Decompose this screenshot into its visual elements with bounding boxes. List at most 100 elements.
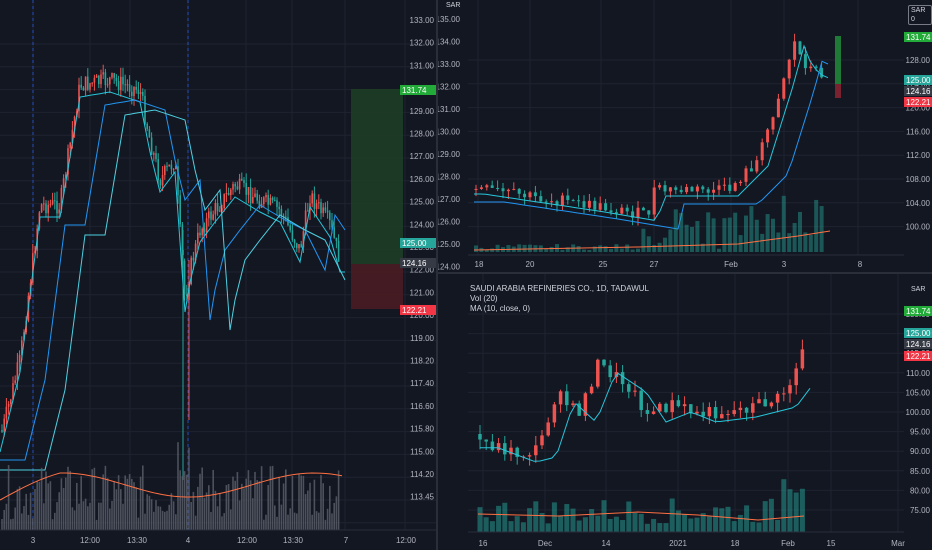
symbol-title[interactable]: SAUDI ARABIA REFINERIES CO., 1D, TADAWUL bbox=[470, 284, 650, 293]
candle bbox=[84, 76, 87, 91]
price-axis-label: 131.00 bbox=[410, 61, 435, 70]
candle bbox=[181, 224, 184, 261]
candle bbox=[528, 192, 532, 198]
candle bbox=[40, 204, 43, 213]
volume-bar bbox=[289, 508, 291, 530]
volume-bar bbox=[216, 506, 219, 530]
candle bbox=[100, 74, 102, 85]
price-axis-label: 108.00 bbox=[906, 175, 931, 184]
candle bbox=[329, 212, 331, 221]
chart-pane-intraday[interactable]: 3 12:00 13:30 4 12:00 13:30 7 12:00 133.00 132.00… bbox=[0, 0, 436, 550]
volume-bar bbox=[477, 507, 483, 532]
volume-bar bbox=[199, 473, 201, 530]
volume-bar bbox=[663, 237, 667, 252]
price-axis-label: 100.00 bbox=[906, 408, 931, 417]
volume-bar bbox=[267, 484, 269, 530]
candle bbox=[3, 418, 5, 432]
candle bbox=[577, 403, 581, 416]
candle bbox=[614, 212, 618, 214]
chart-pane-bottom-right[interactable]: 130.00120.00115.00110.00105.00100.0095.0… bbox=[438, 274, 932, 550]
volume-bar bbox=[587, 249, 592, 252]
volume-bar bbox=[60, 478, 63, 530]
currency-button[interactable]: SAR 0 bbox=[908, 5, 932, 25]
pane-splitter-vertical[interactable] bbox=[436, 0, 438, 550]
candle bbox=[695, 186, 699, 192]
volume-bar bbox=[135, 487, 137, 530]
candle bbox=[598, 203, 602, 210]
chart-pane-top-right[interactable]: 135.00 134.00 133.00 132.00 131.00 130.00 129.… bbox=[438, 0, 932, 272]
price-axis-label: 114.20 bbox=[410, 470, 434, 479]
intraday-chart[interactable]: 3 12:00 13:30 4 12:00 13:30 7 12:00 133.00 132.00… bbox=[0, 0, 436, 550]
candle bbox=[787, 59, 791, 79]
price-axis-label: 127.00 bbox=[438, 195, 461, 204]
candle bbox=[304, 210, 307, 232]
position-stop-zone bbox=[351, 264, 403, 309]
price-axis-label: 125.00 bbox=[410, 198, 435, 207]
volume-bar bbox=[276, 516, 278, 530]
candle bbox=[117, 81, 120, 91]
volume-bar bbox=[249, 480, 252, 530]
volume-bar bbox=[133, 482, 135, 530]
volume-bar bbox=[744, 215, 748, 252]
candle bbox=[186, 294, 188, 297]
candle bbox=[566, 195, 570, 201]
candle bbox=[533, 192, 537, 197]
price-axis-label: 112.00 bbox=[906, 151, 930, 160]
candle bbox=[647, 210, 651, 215]
volume-bar bbox=[576, 520, 582, 532]
candle bbox=[293, 239, 296, 244]
time-axis-label: 4 bbox=[186, 536, 191, 545]
candle bbox=[133, 86, 135, 97]
candle bbox=[71, 129, 74, 143]
candle bbox=[227, 192, 230, 196]
candle bbox=[676, 400, 681, 407]
volume-bar bbox=[675, 510, 681, 532]
volume-ma-line bbox=[473, 230, 831, 251]
price-axis-left bbox=[438, 0, 468, 272]
candle bbox=[679, 189, 683, 193]
candle bbox=[763, 399, 767, 407]
candle bbox=[337, 240, 340, 262]
daily-chart-top[interactable]: 135.00 134.00 133.00 132.00 131.00 130.00 129.… bbox=[438, 0, 932, 272]
volume-bar bbox=[45, 471, 47, 530]
indicator-vol[interactable]: Vol (20) bbox=[470, 294, 498, 303]
price-axis-label: 118.20 bbox=[410, 357, 434, 366]
price-axis-label: 120.00 bbox=[410, 311, 435, 320]
volume-bar bbox=[731, 521, 737, 532]
volume-bar bbox=[706, 516, 712, 532]
volume-bar bbox=[168, 504, 170, 530]
volume-bar bbox=[799, 488, 805, 532]
volume-bar bbox=[776, 232, 781, 252]
volume-bar bbox=[750, 521, 756, 532]
candle bbox=[199, 232, 201, 236]
time-axis-label: 18 bbox=[475, 260, 484, 269]
volume-bar bbox=[619, 248, 624, 252]
price-axis-label: 119.00 bbox=[410, 334, 434, 343]
price-axis-label: 124.00 bbox=[410, 220, 435, 229]
candle bbox=[539, 196, 543, 202]
volume-bar bbox=[179, 470, 181, 530]
daily-chart-bottom[interactable]: 130.00120.00115.00110.00105.00100.0095.0… bbox=[438, 274, 932, 550]
volume-bar bbox=[700, 513, 706, 532]
candle bbox=[582, 201, 586, 208]
volume-bar bbox=[595, 515, 601, 532]
volume-bar bbox=[679, 213, 684, 252]
indicator-ma[interactable]: MA (10, close, 0) bbox=[470, 304, 531, 313]
candle bbox=[98, 75, 100, 85]
volume-bar bbox=[489, 521, 495, 532]
price-tag-last: 124.16 bbox=[906, 87, 931, 96]
candle bbox=[540, 435, 544, 446]
candle bbox=[82, 87, 85, 91]
price-axis-label: 90.00 bbox=[910, 447, 931, 456]
candle bbox=[639, 390, 643, 411]
volume-bar bbox=[278, 476, 280, 530]
candle bbox=[658, 185, 662, 188]
price-axis-label: 127.00 bbox=[410, 152, 435, 161]
pane-splitter-horizontal[interactable] bbox=[438, 272, 932, 274]
candle bbox=[168, 164, 170, 167]
unit-label: SAR bbox=[446, 2, 461, 9]
volume-bar bbox=[688, 518, 694, 532]
candle bbox=[208, 211, 210, 219]
price-axis-label: 110.00 bbox=[906, 369, 930, 378]
volume-bar bbox=[539, 512, 545, 532]
